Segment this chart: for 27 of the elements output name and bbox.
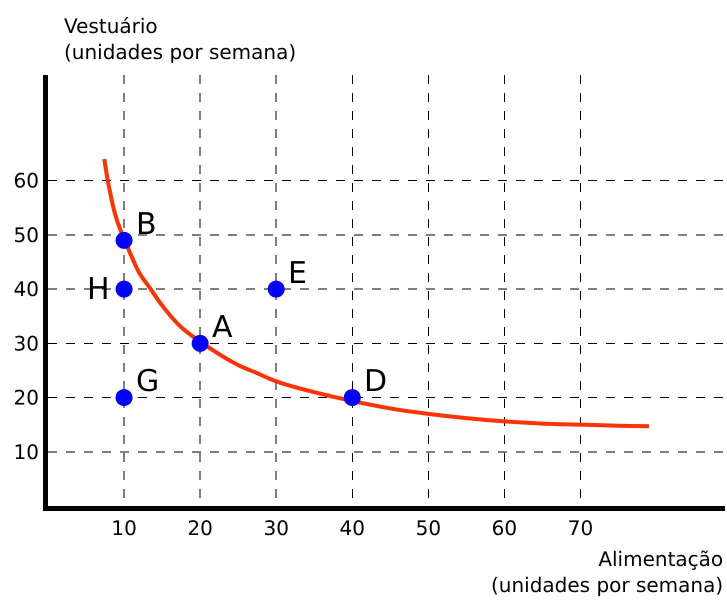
point [192,334,209,352]
annotation: D [364,364,388,399]
point [116,389,133,406]
x-tick-label: 70 [568,516,594,540]
point [116,232,133,249]
annotation: E [288,256,307,291]
x-tick-label: 20 [187,516,213,540]
y-tick-label: 30 [14,331,39,356]
y-tick-label: 50 [14,222,39,247]
x-axis-title: Alimentação (unidades por semana) [491,547,724,597]
x-tick-label: 10 [111,516,137,540]
y-tick-label: 10 [14,440,39,464]
x-tick-label: 40 [340,516,365,540]
x-tick-label: 60 [492,516,518,540]
annotation: H [87,272,110,307]
point [344,389,361,406]
annotation: G [136,364,160,399]
point [268,280,285,298]
annotation: B [136,207,157,242]
y-tick-label: 40 [14,277,39,302]
y-tick-label: 60 [14,168,39,193]
x-tick-label: 50 [416,516,442,540]
annotation: A [212,310,233,345]
point [116,280,133,298]
y-tick-label: 20 [14,386,39,410]
x-tick-label: 30 [263,516,289,540]
y-axis-title: Vestuário (unidades por semana) [64,14,296,64]
